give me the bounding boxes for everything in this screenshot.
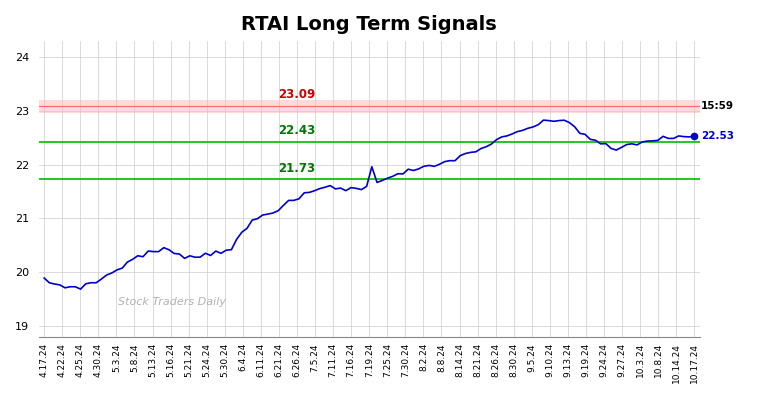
Text: 23.09: 23.09: [278, 88, 316, 101]
Text: 21.73: 21.73: [278, 162, 316, 175]
Text: 15:59: 15:59: [701, 101, 734, 111]
Title: RTAI Long Term Signals: RTAI Long Term Signals: [241, 15, 497, 34]
Text: 22.53: 22.53: [701, 131, 734, 141]
Bar: [39, 100, 699, 113]
Text: 22.43: 22.43: [278, 124, 316, 137]
Text: Stock Traders Daily: Stock Traders Daily: [118, 297, 227, 307]
